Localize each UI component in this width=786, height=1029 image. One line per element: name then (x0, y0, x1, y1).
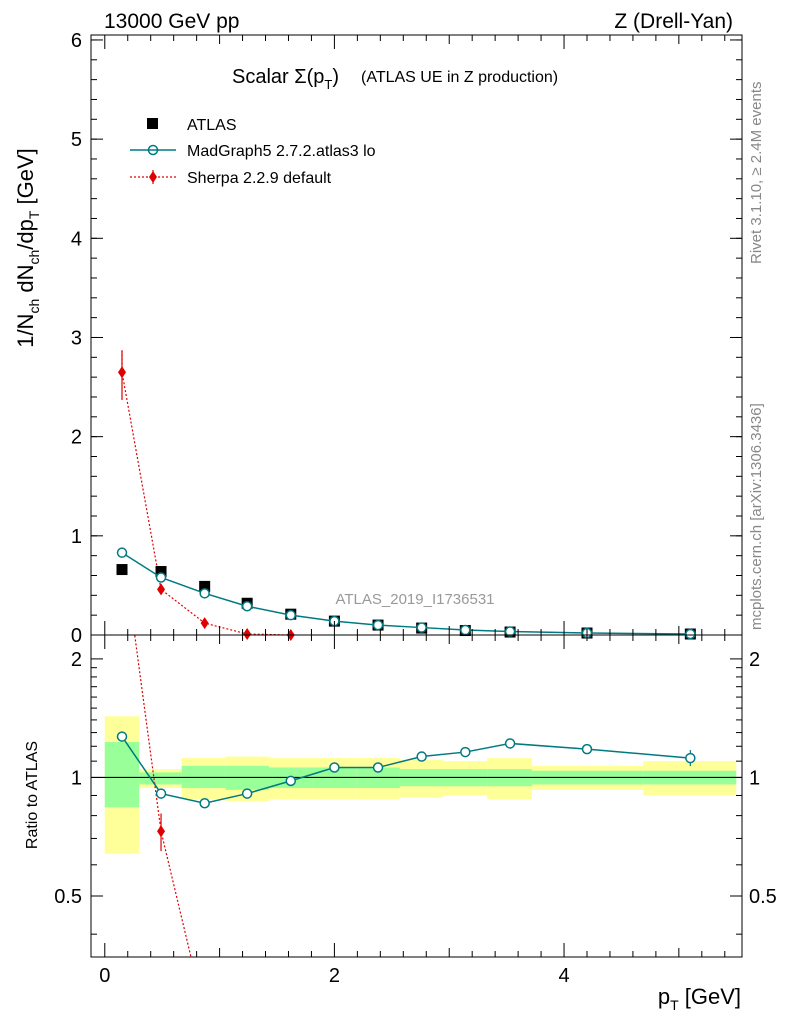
ratio-sherpa-point (157, 825, 166, 838)
ratio-xtick-label: 2 (329, 965, 340, 987)
ratio-band-inner (104, 742, 140, 808)
madgraph-point (685, 628, 696, 640)
ratio-madgraph-point (329, 762, 340, 773)
main-ytick-label: 0 (71, 625, 82, 647)
xaxis-label-main: p (658, 984, 670, 1009)
main-ytick-label: 6 (71, 30, 82, 52)
legend: ATLAS MadGraph5 2.7.2.atlas3 lo Sherpa 2… (130, 117, 376, 187)
madgraph-point (155, 572, 167, 583)
ratio-xtick-label: 0 (99, 965, 110, 987)
main-ytick-label: 3 (71, 327, 82, 349)
mcplots-label: mcplots.cern.ch [arXiv:1306.3436] (748, 403, 765, 630)
sherpa-point (243, 628, 252, 641)
madgraph-point (372, 619, 384, 631)
title-prefix: Scalar Σ(p (232, 66, 324, 88)
madgraph-point (504, 626, 516, 637)
xaxis-label-sub: T (670, 997, 679, 1013)
madgraph-point (116, 547, 128, 558)
ratio-ytick-label-right: 1 (749, 767, 760, 789)
madgraph-point (285, 609, 297, 621)
ratio-ytick-label: 1 (71, 767, 82, 789)
atlas-point (116, 564, 128, 576)
ratio-panel: 0.5 0.5 1 1 2 2 0 2 4 Ratio to ATLAS pT [GeV] (24, 634, 777, 1013)
atlas-point (199, 580, 211, 592)
energy-label: 13000 GeV pp (104, 10, 239, 33)
madgraph-point (241, 600, 253, 612)
madgraph-line (121, 552, 691, 635)
analysis-id: ATLAS_2019_I1736531 (335, 591, 494, 608)
ratio-madgraph-point (685, 752, 696, 764)
ratio-bands (104, 716, 737, 854)
ratio-madgraph-line (121, 736, 691, 805)
main-ytick-label: 5 (71, 129, 82, 151)
main-ticks: 0 1 2 3 4 5 6 (71, 30, 742, 647)
ratio-frame (90, 634, 743, 958)
legend-marker-sherpa (149, 171, 157, 183)
ratio-marks-clipped (116, 635, 696, 957)
ratio-madgraph-point (460, 746, 471, 758)
title-suffix: ) (332, 66, 339, 88)
madgraph-point (416, 622, 427, 633)
sherpa-point (200, 617, 209, 630)
xaxis-label: pT [GeV] (658, 984, 741, 1013)
legend-label-sherpa: Sherpa 2.2.9 default (187, 170, 332, 187)
process-label: Z (Drell-Yan) (614, 10, 733, 33)
xaxis-label-unit: [GeV] (679, 984, 741, 1009)
title-sub: T (324, 77, 332, 92)
legend-marker-atlas (147, 118, 158, 129)
ratio-madgraph-point (416, 751, 427, 762)
main-ytick-label: 4 (71, 228, 82, 250)
ratio-madgraph-point (504, 738, 516, 749)
legend-label-atlas: ATLAS (187, 117, 237, 134)
ratio-madgraph-point (372, 762, 384, 773)
plot-title-note: (ATLAS UE in Z production) (361, 69, 558, 86)
sherpa-point (118, 366, 126, 379)
rivet-label: Rivet 3.1.10, ≥ 2.4M events (748, 82, 765, 265)
ratio-ytick-label: 2 (71, 649, 82, 671)
main-panel: Scalar Σ(pT) (ATLAS UE in Z production) … (13, 30, 743, 647)
ratio-ylabel: Ratio to ATLAS (24, 741, 41, 849)
ratio-madgraph-point (581, 743, 593, 755)
legend-label-madgraph: MadGraph5 2.7.2.atlas3 lo (187, 143, 376, 160)
legend-marker-madgraph (147, 144, 159, 156)
ratio-xtick-label: 4 (558, 965, 569, 987)
ratio-madgraph-point (199, 797, 210, 809)
ratio-madgraph-point (285, 775, 297, 787)
main-ylabel: 1/Nch dNch/dpT [GeV] (13, 148, 42, 348)
main-ytick-label: 2 (71, 427, 82, 449)
ratio-marks (116, 635, 696, 957)
sherpa-line (121, 350, 291, 636)
ratio-madgraph-point (155, 788, 167, 799)
madgraph-point (199, 588, 210, 599)
atlas-point (155, 566, 167, 578)
ratio-band-inner (139, 772, 182, 785)
madgraph-point (460, 624, 471, 636)
ratio-madgraph-point (241, 788, 253, 799)
ratio-ytick-label: 0.5 (54, 886, 82, 908)
ratio-madgraph-point (116, 731, 128, 742)
ratio-ticks: 0.5 0.5 1 1 2 2 0 2 4 (54, 635, 777, 987)
ratio-ytick-label-right: 2 (749, 649, 760, 671)
plot-title: Scalar Σ(pT) (232, 66, 339, 92)
ratio-ytick-label-right: 0.5 (749, 886, 777, 908)
main-ytick-label: 1 (71, 526, 82, 548)
sherpa-point (157, 583, 166, 596)
